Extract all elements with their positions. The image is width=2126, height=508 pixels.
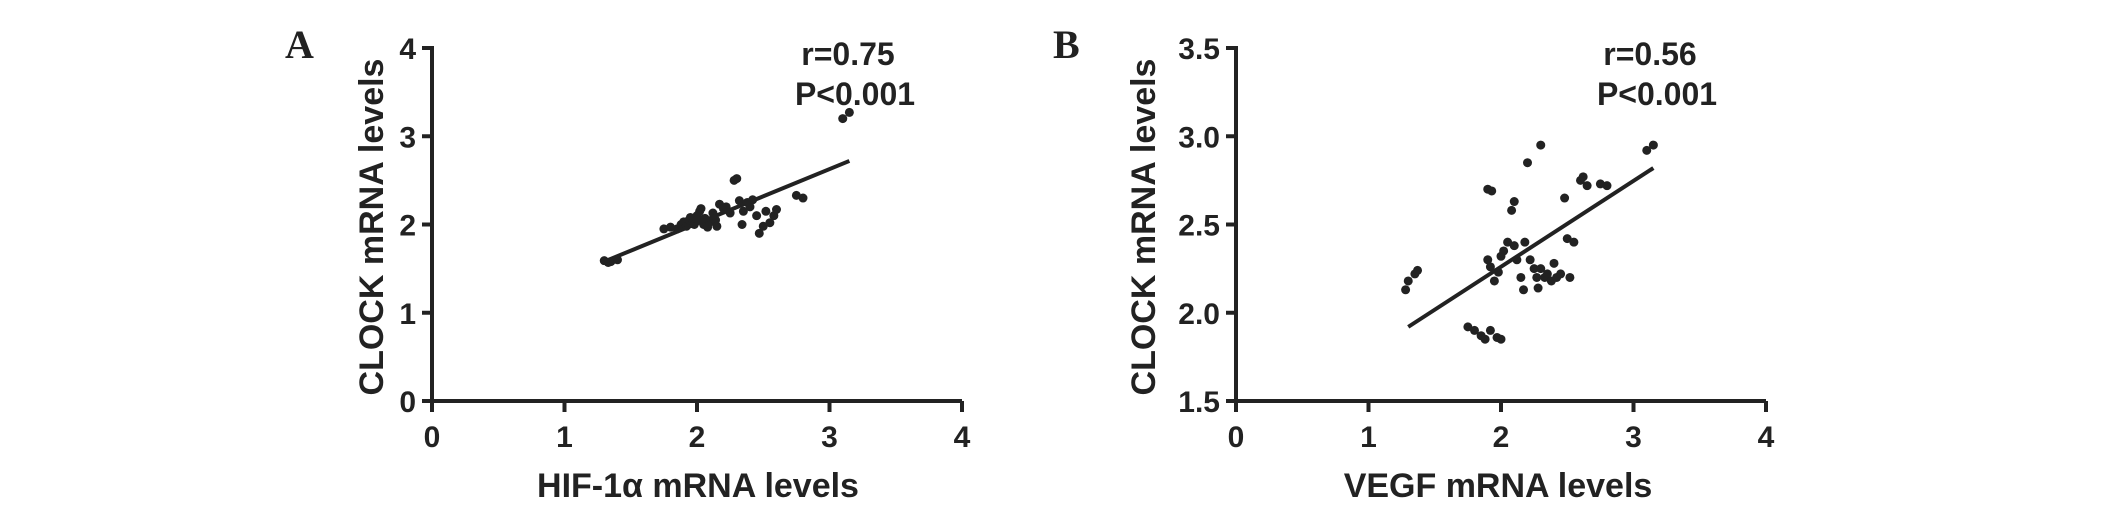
y-axis-label-a: CLOCK mRNA levels (353, 59, 391, 396)
data-point-b-39 (1556, 269, 1566, 279)
data-point-b-32 (1536, 140, 1546, 150)
data-point-a-32 (737, 220, 747, 229)
data-point-b-40 (1560, 193, 1570, 203)
data-point-a-30 (732, 174, 742, 184)
data-point-a-39 (758, 221, 768, 231)
y-tick-label-a-4: 4 (399, 33, 416, 66)
data-point-a-45 (798, 193, 808, 203)
y-tick-label-b-2: 2.5 (1178, 210, 1220, 243)
data-point-b-19 (1503, 237, 1513, 247)
data-point-b-12 (1487, 186, 1497, 196)
y-tick-label-a-1: 1 (399, 298, 416, 331)
data-point-b-24 (1516, 272, 1526, 282)
x-tick-label-a-1: 1 (556, 421, 573, 454)
y-tick-label-b-1: 2.0 (1178, 298, 1220, 331)
data-point-a-33 (738, 206, 748, 216)
data-point-b-25 (1519, 285, 1529, 295)
data-point-a-47 (844, 107, 854, 117)
regression-line-b (1407, 166, 1655, 329)
y-axis-label-b: CLOCK mRNA levels (1125, 59, 1163, 396)
x-tick-label-a-2: 2 (689, 421, 706, 454)
data-point-a-40 (761, 206, 771, 216)
fit-line-b (1407, 166, 1655, 329)
data-point-b-29 (1529, 264, 1539, 274)
data-point-b-27 (1523, 158, 1532, 168)
y-tick-label-b-0: 1.5 (1178, 386, 1220, 419)
data-point-a-46 (838, 114, 848, 124)
panel-label-a: A (285, 22, 314, 67)
data-point-b-14 (1485, 262, 1495, 272)
data-point-a-38 (754, 228, 764, 238)
data-point-a-43 (772, 204, 781, 214)
x-tick-label-b-4: 4 (1758, 421, 1775, 454)
regression-line-a (603, 159, 851, 264)
x-tick-label-b-3: 3 (1625, 421, 1642, 454)
data-point-b-7 (1480, 334, 1490, 344)
data-point-b-31 (1533, 283, 1543, 293)
data-points-a (599, 107, 854, 267)
ticks-b: 1.5 2.0 2.5 3.0 3.5 0 1 2 3 4 (1178, 33, 1774, 454)
chart-panel-b: B r=0.56 P<0.001 CLOCK mRNA levels VEGF … (1053, 22, 1775, 505)
x-axis-label-a: HIF-1α mRNA levels (537, 467, 859, 505)
data-point-b-37 (1549, 258, 1559, 268)
data-point-b-49 (1642, 145, 1652, 155)
data-point-a-37 (752, 211, 762, 221)
data-point-b-1 (1403, 276, 1413, 286)
data-point-b-43 (1569, 237, 1579, 247)
x-tick-label-b-0: 0 (1228, 421, 1245, 454)
data-point-b-15 (1489, 276, 1499, 286)
data-points-b (1401, 140, 1658, 344)
annotation-r-value-b: r=0.56 (1603, 36, 1696, 72)
x-axis-label-b: VEGF mRNA levels (1344, 467, 1653, 505)
data-point-b-5 (1470, 325, 1479, 335)
x-tick-label-a-4: 4 (954, 421, 971, 454)
chart-panel-a: A r=0.75 P<0.001 CLOCK mRNA levels HIF-1… (285, 22, 971, 505)
y-tick-label-b-4: 3.5 (1178, 33, 1220, 66)
x-tick-label-b-1: 1 (1360, 421, 1377, 454)
annotation-p-value-a: P<0.001 (795, 76, 915, 112)
x-tick-label-a-0: 0 (424, 421, 441, 454)
y-tick-label-a-0: 0 (399, 386, 416, 419)
data-point-b-4 (1463, 322, 1473, 332)
y-tick-label-b-3: 3.0 (1178, 121, 1220, 154)
data-point-b-10 (1496, 334, 1506, 344)
data-point-b-48 (1602, 181, 1612, 191)
data-point-b-13 (1483, 255, 1493, 265)
data-point-b-28 (1525, 255, 1535, 265)
y-tick-label-a-3: 3 (399, 121, 416, 154)
data-point-b-18 (1499, 246, 1509, 256)
panel-label-b: B (1053, 22, 1080, 67)
data-point-b-22 (1509, 241, 1519, 251)
data-point-b-45 (1578, 172, 1588, 182)
data-point-b-20 (1507, 205, 1517, 215)
ticks-a: 0 1 2 3 4 0 1 2 3 4 (399, 33, 970, 454)
data-point-b-3 (1413, 265, 1423, 275)
data-point-a-41 (765, 218, 775, 228)
data-point-a-31 (734, 196, 744, 206)
data-point-b-8 (1485, 325, 1495, 335)
data-point-b-41 (1562, 234, 1572, 244)
annotation-p-value-b: P<0.001 (1597, 76, 1717, 112)
data-point-b-0 (1401, 285, 1411, 295)
data-point-b-33 (1536, 264, 1546, 274)
data-point-b-30 (1532, 272, 1542, 282)
fit-line-a (603, 159, 851, 264)
x-tick-label-a-3: 3 (821, 421, 838, 454)
data-point-a-24 (712, 221, 722, 231)
data-point-b-46 (1582, 181, 1592, 191)
data-point-a-17 (696, 204, 706, 214)
y-tick-label-a-2: 2 (399, 210, 416, 243)
data-point-b-42 (1565, 272, 1575, 282)
data-point-b-50 (1648, 140, 1658, 150)
annotation-r-value-a: r=0.75 (801, 36, 894, 72)
data-point-b-21 (1509, 197, 1519, 207)
data-point-b-26 (1520, 237, 1530, 247)
data-point-b-35 (1542, 269, 1552, 279)
x-tick-label-b-2: 2 (1493, 421, 1510, 454)
